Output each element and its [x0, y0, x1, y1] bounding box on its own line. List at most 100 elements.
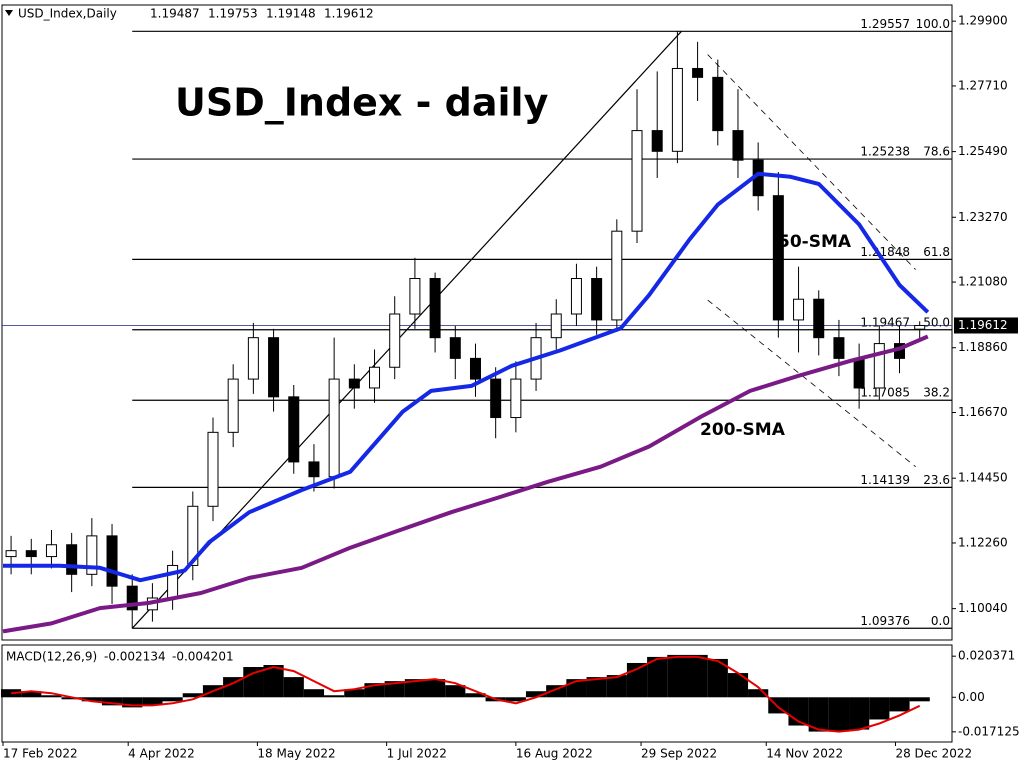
y-tick-label: -0.017125	[958, 724, 1020, 738]
trendline	[707, 299, 916, 467]
macd-bar	[142, 697, 163, 706]
candle-body	[651, 130, 663, 152]
trendline	[707, 54, 916, 270]
candle-body	[510, 378, 522, 419]
x-tick-label: 16 Aug 2022	[516, 747, 593, 761]
candle-body	[550, 313, 562, 339]
macd-bar	[647, 656, 668, 698]
fib-percent-label: 100.0	[916, 17, 950, 31]
fib-price-label: 1.19467	[860, 315, 910, 329]
y-tick-label: 1.21080	[958, 275, 1008, 289]
macd-bar	[707, 658, 728, 698]
fib-price-label: 1.25238	[860, 145, 910, 159]
header-value: 1.19487	[150, 7, 200, 21]
series-label: 200-SMA	[700, 420, 786, 440]
series-label: 50-SMA	[778, 232, 852, 252]
candle-body	[25, 550, 37, 558]
candle-body	[611, 230, 623, 321]
macd-header-value: -0.004201	[172, 650, 234, 664]
macd-bar	[303, 689, 325, 698]
fib-price-label: 1.14139	[860, 473, 910, 487]
y-tick-label: 1.18860	[958, 340, 1008, 354]
macd-bar	[41, 695, 62, 698]
y-tick-label: 1.14450	[958, 471, 1008, 485]
macd-bar	[849, 697, 870, 730]
candle-body	[591, 278, 603, 321]
x-tick-label: 18 May 2022	[257, 747, 335, 761]
macd-bar	[162, 697, 183, 702]
macd-bar	[324, 695, 345, 698]
macd-bar	[122, 697, 143, 708]
macd-bar	[586, 677, 607, 698]
candle-body	[833, 337, 845, 359]
header-value: 1.19753	[208, 7, 258, 21]
fib-percent-label: 78.6	[923, 145, 950, 159]
main-frame	[1, 4, 953, 641]
x-tick-label: 17 Feb 2022	[3, 747, 78, 761]
candle-body	[86, 535, 98, 575]
x-tick-label: 29 Sep 2022	[641, 747, 717, 761]
y-tick-label: 1.12260	[958, 535, 1008, 549]
candle-body	[469, 357, 481, 380]
candle-body	[692, 67, 704, 78]
y-tick-label: 1.29900	[958, 14, 1008, 28]
candle-body	[227, 378, 239, 433]
y-tick-label: 1.10040	[958, 601, 1008, 615]
macd-bar	[0, 689, 22, 698]
candle-body	[187, 505, 199, 566]
fib-price-label: 1.09376	[860, 614, 910, 628]
candle-body	[873, 343, 885, 389]
candle-body	[328, 378, 340, 478]
macd-bar	[505, 697, 526, 702]
candle-body	[268, 337, 280, 398]
macd-bar	[101, 697, 123, 706]
header-value: 1.19612	[324, 7, 374, 21]
menu-arrow	[5, 10, 13, 16]
macd-bar	[465, 693, 486, 698]
candle-body	[409, 278, 421, 315]
y-tick-label: 0.020371	[958, 649, 1015, 663]
candle-body	[490, 378, 502, 419]
macd-bar	[727, 673, 749, 698]
fib-percent-label: 23.6	[923, 473, 950, 487]
macd-header-value: -0.002134	[104, 650, 166, 664]
candle-body	[5, 550, 17, 558]
macd-bar	[81, 697, 102, 702]
macd-bar	[283, 677, 304, 698]
candle-body	[389, 313, 401, 368]
y-tick-label: 0.00	[958, 690, 985, 704]
candle-body	[45, 544, 57, 558]
candle-body	[813, 298, 825, 339]
y-tick-label: 1.27710	[958, 78, 1008, 92]
x-tick-label: 4 Apr 2022	[128, 747, 195, 761]
y-tick-label: 1.23270	[958, 210, 1008, 224]
macd-bar	[828, 697, 850, 732]
header-value: 1.19148	[266, 7, 316, 21]
candle-body	[570, 278, 582, 315]
macd-bar	[667, 654, 688, 698]
last-price-box	[954, 317, 1018, 334]
candle-body	[126, 585, 138, 611]
candle-body	[247, 337, 259, 380]
candle-body	[288, 396, 300, 463]
macd-title: MACD(12,26,9)	[6, 650, 97, 664]
candle-body	[732, 130, 744, 161]
candle-body	[631, 130, 643, 232]
macd-bar	[606, 675, 627, 698]
candle-body	[207, 431, 219, 507]
fib-percent-label: 50.0	[923, 315, 950, 329]
candle-body	[429, 278, 441, 339]
fib-price-label: 1.29557	[860, 17, 910, 31]
candle-body	[449, 337, 461, 359]
candle-body	[914, 324, 926, 330]
symbol-header: USD_Index,Daily	[18, 7, 117, 21]
candle-body	[66, 544, 78, 575]
candle-body	[712, 76, 724, 132]
macd-bar	[182, 693, 203, 698]
candle-body	[308, 461, 320, 478]
fib-price-label: 1.17085	[860, 386, 910, 400]
y-tick-label: 1.25490	[958, 144, 1008, 158]
fib-percent-label: 38.2	[923, 386, 950, 400]
macd-bar	[808, 697, 829, 732]
